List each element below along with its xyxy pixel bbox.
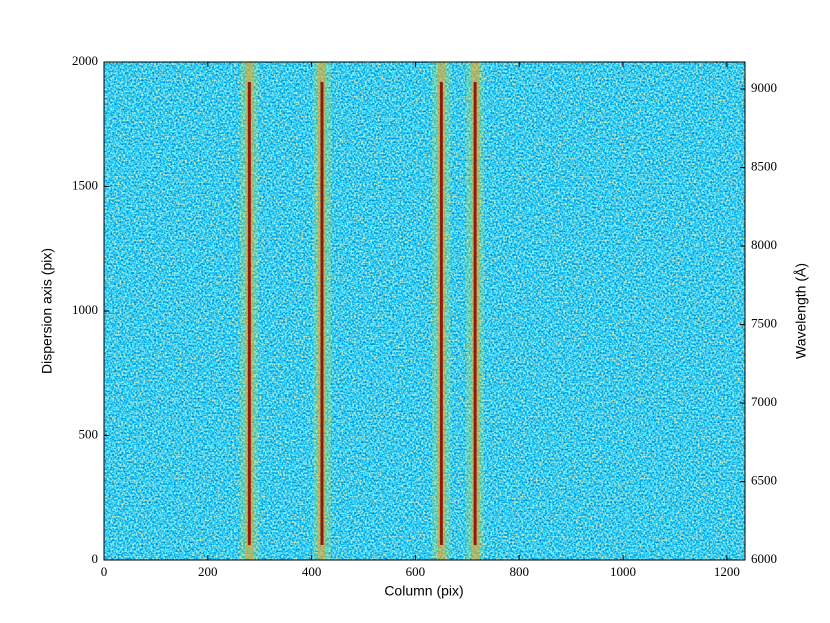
x-tick-label: 600: [406, 564, 426, 579]
y-tick-label: 500: [79, 426, 99, 441]
y2-tick-label: 6500: [751, 472, 777, 487]
y2-axis-label: Wavelength (Å): [793, 263, 809, 359]
y2-tick-label: 6000: [751, 551, 777, 566]
x-tick-label: 200: [198, 564, 218, 579]
y2-tick-label: 9000: [751, 80, 777, 95]
y2-tick-label: 8500: [751, 158, 777, 173]
x-tick-label: 800: [509, 564, 529, 579]
image-noise: [104, 62, 745, 560]
x-tick-label: 0: [101, 564, 108, 579]
y2-tick-label: 8000: [751, 237, 777, 252]
y2-tick-label: 7500: [751, 315, 777, 330]
x-tick-label: 1000: [610, 564, 636, 579]
y-axis-label: Dispersion axis (pix): [39, 248, 55, 374]
plot: [240, 62, 485, 560]
x-tick-label: 400: [302, 564, 322, 579]
y-tick-label: 2000: [72, 53, 98, 68]
x-tick-label: 1200: [714, 564, 740, 579]
y2-tick-label: 7000: [751, 394, 777, 409]
y-tick-label: 1500: [72, 177, 98, 192]
x-axis-label: Column (pix): [384, 583, 463, 599]
y-tick-label: 0: [92, 551, 99, 566]
y-tick-label: 1000: [72, 302, 98, 317]
